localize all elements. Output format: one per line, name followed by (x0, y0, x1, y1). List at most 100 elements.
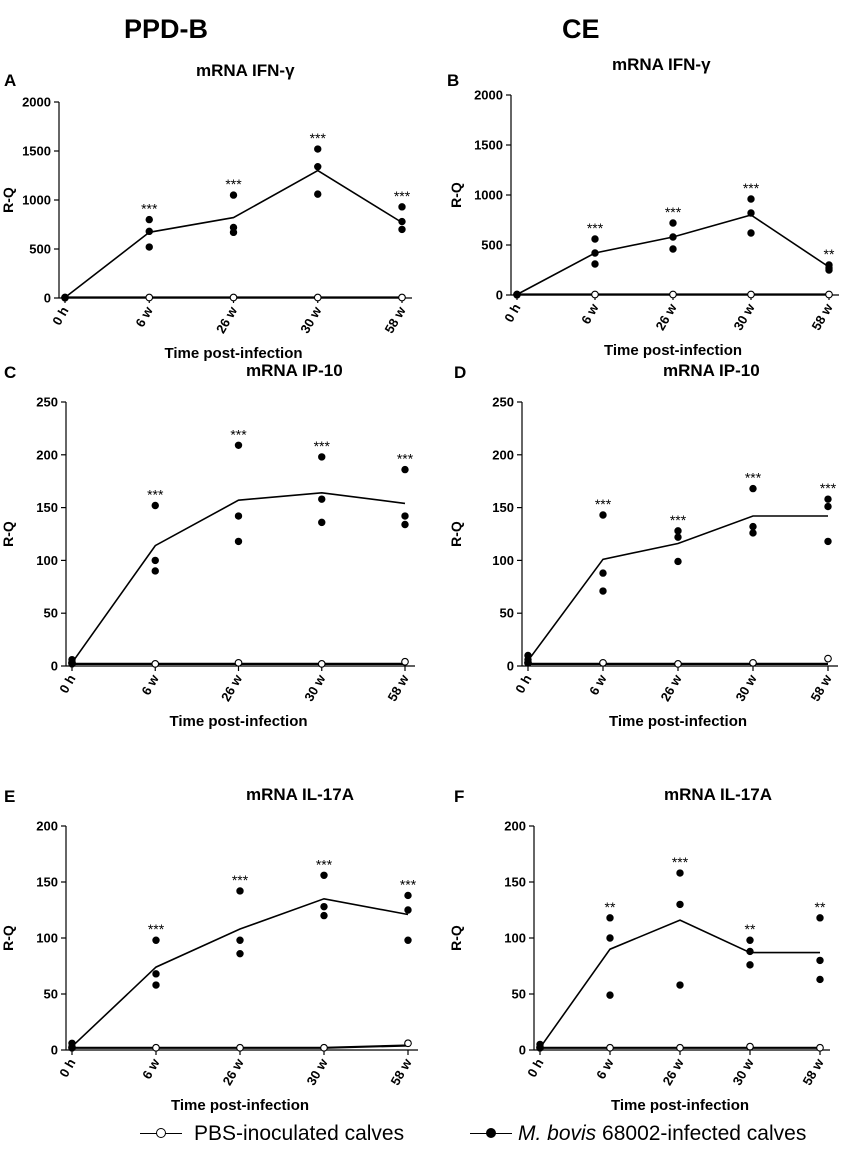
data-point-infected-a (61, 294, 69, 302)
significance-label-f: *** (672, 854, 689, 870)
y-tick-label-d: 50 (500, 606, 514, 621)
significance-label-e: *** (316, 856, 333, 872)
y-axis-title-f: R-Q (448, 925, 464, 951)
data-point-infected-f (816, 956, 824, 965)
data-point-pbs-b (591, 290, 599, 299)
y-tick-label-a: 500 (29, 242, 51, 257)
data-point-infected-e (68, 1044, 76, 1052)
x-tick-label-f: 58 w (800, 1055, 828, 1088)
data-point-infected-f (676, 981, 684, 989)
y-tick-label-c: 100 (36, 553, 58, 568)
data-point-infected-e (320, 911, 328, 920)
y-tick-label-e: 0 (51, 1043, 58, 1058)
panel-title-a: mRNA IFN-γ (196, 61, 295, 80)
data-point-infected-f (816, 975, 824, 984)
data-point-pbs-e (404, 1039, 412, 1048)
x-axis-title-a: Time post-infection (164, 345, 302, 362)
legend-infected-label: M. bovis 68002-infected calves (518, 1122, 806, 1146)
y-tick-label-a: 1000 (22, 193, 51, 208)
data-point-infected-a (145, 227, 153, 236)
y-tick-label-f: 200 (504, 819, 526, 834)
panel-letter-c: C (4, 363, 16, 382)
column-header-ce: CE (562, 14, 600, 44)
y-tick-label-f: 100 (504, 931, 526, 946)
series-line-infected-b (516, 214, 830, 296)
data-point-infected-b (669, 233, 677, 241)
data-point-infected-d (674, 527, 682, 535)
panel-title-f: mRNA IL-17A (664, 785, 772, 804)
x-tick-label-e: 30 w (304, 1055, 332, 1088)
data-point-infected-d (824, 495, 832, 503)
y-tick-label-d: 200 (492, 447, 514, 462)
data-point-infected-d (749, 522, 757, 531)
significance-label-f: ** (605, 899, 616, 915)
significance-label-b: ** (824, 246, 835, 262)
panel-letter-b: B (447, 71, 459, 90)
significance-label-d: *** (745, 470, 762, 486)
data-point-infected-f (676, 869, 684, 877)
x-tick-label-d: 6 w (586, 671, 610, 697)
y-tick-label-a: 2000 (22, 95, 51, 110)
x-axis-title-e: Time post-infection (171, 1097, 309, 1114)
data-point-infected-b (825, 266, 833, 274)
data-point-infected-e (320, 871, 328, 879)
data-point-infected-f (606, 914, 614, 922)
open-circle-icon (156, 1128, 166, 1138)
data-point-infected-f (676, 900, 684, 909)
x-tick-label-f: 26 w (660, 1055, 688, 1088)
legend: PBS-inoculated calves M. bovis 68002-inf… (0, 1118, 861, 1148)
x-tick-label-b: 58 w (809, 300, 837, 333)
data-point-infected-d (599, 511, 607, 519)
data-point-infected-c (318, 453, 326, 461)
x-axis-title-b: Time post-infection (604, 342, 742, 359)
x-tick-label-f: 30 w (730, 1055, 758, 1088)
y-tick-label-f: 150 (504, 875, 526, 890)
data-point-infected-e (320, 902, 328, 911)
x-tick-label-a: 0 h (49, 304, 71, 328)
x-axis-title-d: Time post-infection (609, 713, 747, 730)
panel-letter-d: D (454, 363, 466, 382)
data-point-infected-a (398, 203, 406, 211)
data-point-infected-b (591, 249, 599, 257)
data-point-infected-d (674, 533, 682, 541)
y-tick-label-d: 100 (492, 553, 514, 568)
x-tick-label-c: 6 w (138, 671, 162, 697)
data-point-pbs-b (669, 290, 677, 299)
data-point-infected-c (401, 512, 409, 520)
x-tick-label-d: 0 h (512, 672, 534, 696)
significance-label-d: *** (595, 496, 612, 512)
data-point-pbs-a (145, 293, 154, 302)
significance-label-c: *** (397, 451, 414, 467)
x-tick-label-a: 6 w (132, 303, 156, 329)
significance-label-e: *** (232, 872, 249, 888)
significance-label-e: *** (148, 921, 165, 937)
x-tick-label-b: 6 w (578, 300, 602, 326)
panel-letter-f: F (454, 787, 464, 806)
data-point-infected-b (669, 245, 677, 253)
data-point-infected-d (749, 484, 757, 493)
y-tick-label-e: 150 (36, 875, 58, 890)
data-point-infected-b (591, 235, 599, 243)
significance-label-a: *** (394, 188, 411, 204)
x-tick-label-a: 26 w (213, 303, 241, 336)
significance-label-e: *** (400, 876, 417, 892)
series-line-infected-e (71, 897, 409, 1048)
x-tick-label-f: 6 w (593, 1055, 617, 1081)
data-point-infected-d (824, 537, 832, 546)
significance-label-a: *** (225, 176, 242, 192)
data-point-infected-d (749, 529, 757, 537)
x-tick-label-c: 30 w (301, 671, 329, 704)
data-point-infected-a (314, 162, 322, 171)
data-point-pbs-f (746, 1042, 754, 1051)
data-point-infected-a (229, 228, 238, 237)
x-tick-label-b: 26 w (653, 300, 681, 333)
significance-label-d: *** (820, 480, 837, 496)
data-point-infected-e (152, 981, 160, 989)
significance-label-f: ** (745, 921, 756, 937)
data-point-pbs-e (320, 1043, 328, 1052)
y-tick-label-f: 50 (512, 987, 526, 1002)
x-tick-label-b: 0 h (501, 301, 523, 325)
data-point-infected-c (151, 501, 159, 510)
